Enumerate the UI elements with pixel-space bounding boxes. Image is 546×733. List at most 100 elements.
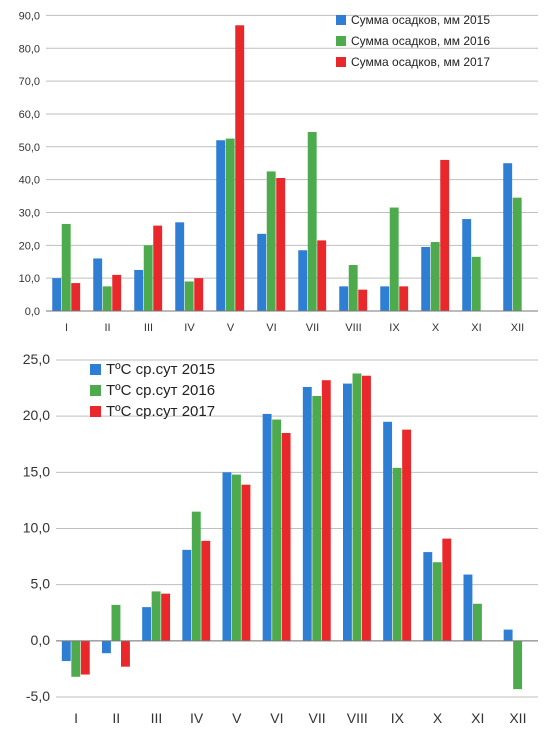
bar-2-XII	[512, 197, 522, 311]
bar-2-I	[61, 223, 71, 311]
bar-1-III	[142, 607, 152, 641]
x-tick-label: II	[112, 710, 120, 726]
bar-1-VIII	[339, 286, 349, 311]
bar-3-VI	[281, 433, 291, 641]
bar-1-I	[61, 640, 71, 662]
x-tick-label: IV	[190, 710, 204, 726]
bar-2-XII	[513, 640, 523, 690]
y-tick-label: 80,0	[19, 43, 40, 55]
legend-label: TºC ср.сут 2015	[106, 361, 215, 378]
bar-2-II	[102, 286, 112, 311]
bar-3-II	[121, 640, 130, 667]
bar-3-VIII	[362, 375, 371, 641]
bar-2-I	[71, 640, 81, 677]
bar-1-XI	[463, 574, 473, 641]
y-tick-label: 30,0	[19, 207, 40, 219]
bar-2-VIII	[352, 373, 362, 641]
legend-label: Сумма осадков, мм 2016	[351, 34, 490, 48]
bar-1-IV	[175, 222, 185, 311]
x-tick-label: XII	[511, 322, 524, 334]
bar-2-III	[143, 245, 153, 311]
bar-2-XI	[471, 256, 481, 311]
bar-1-V	[216, 140, 226, 311]
bar-3-X	[442, 538, 452, 641]
bar-2-VIII	[348, 265, 358, 311]
bar-3-VIII	[358, 289, 368, 311]
x-tick-label: X	[432, 322, 440, 334]
bar-3-VII	[317, 240, 327, 311]
precipitation-chart: 0,0 10,0 20,0 30,0 40,0 50,0 60,0 70,0 80,0 90,0 I…	[19, 10, 538, 334]
y-tick-label: 20,0	[19, 240, 40, 252]
legend-label: TºC ср.сут 2017	[106, 403, 215, 420]
bar-1-II	[93, 258, 103, 311]
y-tick-label: 25,0	[23, 351, 50, 367]
bar-1-III	[134, 269, 144, 311]
y-tick-label: 10,0	[19, 273, 40, 285]
y-tick-label: 90,0	[19, 10, 40, 22]
x-tick-label: VI	[270, 710, 283, 726]
bar-3-I	[80, 640, 90, 675]
x-tick-label: VI	[266, 322, 276, 334]
bar-1-I	[52, 278, 62, 311]
bar-1-VI	[262, 413, 272, 641]
legend-swatch	[90, 364, 101, 375]
y-tick-label: 40,0	[19, 175, 40, 187]
bar-1-II	[102, 640, 111, 654]
y-tick-label: 10,0	[23, 520, 50, 536]
bar-1-XI	[462, 219, 472, 311]
bar-1-VII	[298, 250, 308, 311]
legend-label: Сумма осадков, мм 2017	[351, 55, 490, 69]
bar-2-III	[151, 591, 161, 641]
y-tick-label: 60,0	[19, 109, 40, 121]
bar-2-II	[111, 604, 121, 641]
y-tick-label: 0,0	[25, 306, 40, 318]
bar-3-IX	[399, 286, 409, 311]
bar-2-IX	[389, 207, 399, 311]
bar-2-X	[430, 242, 440, 311]
bar-1-V	[222, 472, 232, 641]
bar-1-XII	[503, 629, 513, 641]
bar-1-X	[421, 246, 431, 311]
bar-2-XI	[473, 603, 482, 641]
x-tick-label: IX	[391, 710, 405, 726]
y-tick-label: 5,0	[31, 576, 51, 592]
x-tick-label: V	[232, 710, 242, 726]
x-tick-label: XII	[509, 710, 526, 726]
bar-2-VI	[272, 419, 282, 641]
bar-3-V	[235, 25, 245, 312]
bar-3-II	[112, 274, 122, 311]
y-tick-label: 15,0	[23, 463, 50, 479]
x-tick-label: VII	[306, 322, 319, 334]
bar-3-I	[71, 283, 81, 311]
legend-swatch	[90, 385, 101, 396]
bar-2-VI	[266, 171, 276, 311]
x-tick-label: XI	[471, 322, 481, 334]
bar-1-VII	[302, 386, 312, 641]
legend-swatch	[336, 15, 346, 25]
x-tick-label: X	[433, 710, 443, 726]
y-tick-label: 70,0	[19, 76, 40, 88]
x-tick-label: VII	[309, 710, 326, 726]
legend-swatch	[336, 36, 346, 46]
bar-2-VII	[307, 132, 317, 311]
bar-1-X	[423, 552, 433, 641]
bar-3-VI	[276, 177, 286, 311]
y-tick-label: -5,0	[26, 688, 50, 704]
bar-2-IX	[392, 467, 402, 641]
legend-swatch	[336, 57, 346, 67]
x-tick-label: I	[65, 322, 68, 334]
bar-1-IX	[383, 421, 393, 641]
bar-2-V	[225, 138, 235, 311]
x-tick-label: III	[144, 322, 153, 334]
bar-1-XII	[503, 163, 513, 311]
legend-label: Сумма осадков, мм 2015	[351, 13, 490, 27]
bar-2-X	[432, 562, 442, 641]
bar-2-IV	[191, 511, 201, 641]
bar-3-IX	[402, 429, 412, 641]
legend-swatch	[90, 406, 101, 417]
bar-2-IV	[184, 281, 194, 311]
bar-3-III	[161, 593, 171, 641]
x-tick-label: VIII	[345, 322, 362, 334]
bar-3-IV	[194, 278, 204, 311]
y-tick-label: 50,0	[19, 142, 40, 154]
